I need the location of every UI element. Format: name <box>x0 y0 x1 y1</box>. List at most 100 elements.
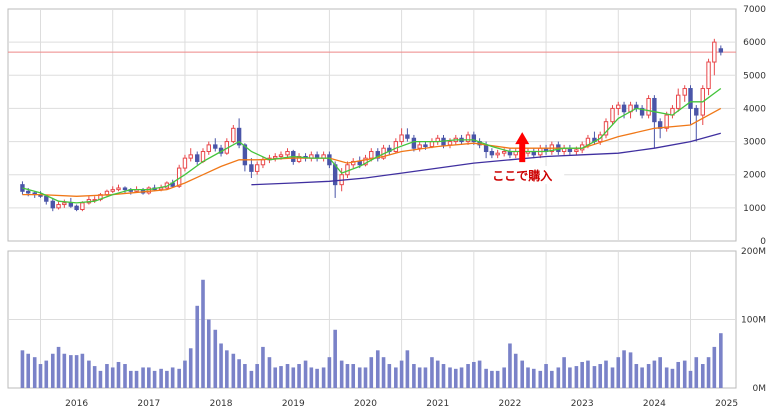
volume-bar <box>255 364 259 388</box>
volume-bar <box>513 353 518 388</box>
x-tick-label: 2020 <box>354 399 377 409</box>
volume-bar <box>706 357 711 388</box>
volume-bar <box>700 364 705 388</box>
candle-up <box>200 151 206 162</box>
volume-bar <box>544 364 548 388</box>
volume-bar <box>369 357 374 388</box>
candle-up <box>574 149 579 153</box>
volume-bar <box>423 367 428 388</box>
candle-up <box>146 187 152 194</box>
volume-bar <box>87 360 91 388</box>
candle-down <box>26 190 31 194</box>
volume-bar <box>531 368 536 388</box>
volume-bar <box>183 360 187 388</box>
volume-bar <box>327 357 332 388</box>
volume-bar <box>676 361 681 388</box>
volume-bar <box>556 367 561 388</box>
volume-bar <box>628 352 633 388</box>
volume-tick-label: 0M <box>753 384 767 394</box>
volume-bar <box>586 360 590 388</box>
price-panel: 0 1000 2000 3000 4000 5000 6000 7000 ここで購入 <box>7 5 766 247</box>
candle-up <box>603 121 609 136</box>
ma-long-line <box>251 132 721 186</box>
volume-bar <box>466 364 470 388</box>
volume-bar <box>213 329 218 388</box>
candle-down <box>195 154 200 162</box>
candle-up <box>278 154 284 157</box>
volume-bar <box>74 355 79 388</box>
volume-bar <box>38 364 43 388</box>
volume-bar <box>484 368 488 388</box>
y-tick-label: 2000 <box>743 171 766 181</box>
volume-bar <box>502 367 506 388</box>
volume-bar <box>399 360 404 388</box>
volume-bar <box>50 353 55 388</box>
volume-bar <box>712 346 717 388</box>
volume-bar <box>165 370 169 388</box>
volume-panel: 0M 100M 200M <box>7 247 767 394</box>
volume-bar <box>568 367 572 388</box>
candle-up <box>676 94 681 109</box>
volume-bar <box>92 366 97 388</box>
volume-bar <box>472 361 476 388</box>
volume-bar <box>273 367 278 388</box>
candle-down <box>489 151 495 156</box>
volume-bar <box>495 370 500 388</box>
candle-up <box>231 127 236 143</box>
candle-down <box>405 134 410 139</box>
candle-down <box>332 164 338 186</box>
volume-bar <box>44 360 49 388</box>
volume-bar <box>333 329 337 388</box>
volume-bar <box>315 368 319 388</box>
y-tick-label: 5000 <box>743 71 766 81</box>
volume-bar <box>62 353 67 388</box>
volume-bar <box>267 357 272 388</box>
volume-bar <box>477 360 482 388</box>
volume-bar <box>309 367 314 388</box>
y-tick-label: 1000 <box>743 204 766 214</box>
candle-up <box>417 144 422 149</box>
volume-bar <box>394 367 398 388</box>
candle-up <box>664 114 669 129</box>
volume-bar <box>616 357 621 388</box>
y-tick-label: 0 <box>760 237 766 247</box>
x-tick-label: 2018 <box>210 399 233 409</box>
candle-down <box>213 144 218 149</box>
volume-bar <box>116 361 121 388</box>
volume-bar <box>604 360 608 388</box>
volume-bar <box>225 350 229 388</box>
candle-down <box>639 107 645 116</box>
volume-bar <box>448 367 452 388</box>
volume-bar <box>658 357 662 388</box>
candle-up <box>285 151 290 156</box>
candle-up <box>399 134 404 143</box>
volume-bar <box>592 366 597 388</box>
volume-bar <box>128 370 133 388</box>
candle-up <box>465 134 471 143</box>
volume-bar <box>279 366 283 388</box>
volume-bars <box>20 279 723 388</box>
volume-bar <box>297 364 301 388</box>
candle-up <box>260 159 266 166</box>
candle-up <box>80 202 85 211</box>
volume-bar <box>441 364 446 388</box>
y-tick-label: 7000 <box>743 5 766 15</box>
volume-bar <box>459 367 464 388</box>
x-tick-label: 2025 <box>715 399 738 409</box>
candle-up <box>104 190 110 196</box>
candle-up <box>495 152 500 156</box>
volume-bar <box>110 367 115 388</box>
candle-up <box>345 164 350 176</box>
candle-up <box>363 157 368 166</box>
candle-up <box>369 151 374 159</box>
candle-up <box>62 202 67 206</box>
candle-down <box>122 187 128 191</box>
volume-bar <box>261 346 265 388</box>
volume-bar <box>80 353 85 388</box>
candle-up <box>501 151 507 154</box>
volume-bar <box>357 367 362 388</box>
volume-bar <box>219 343 223 388</box>
y-tick-label: 6000 <box>743 38 766 48</box>
candle-up <box>110 189 115 192</box>
